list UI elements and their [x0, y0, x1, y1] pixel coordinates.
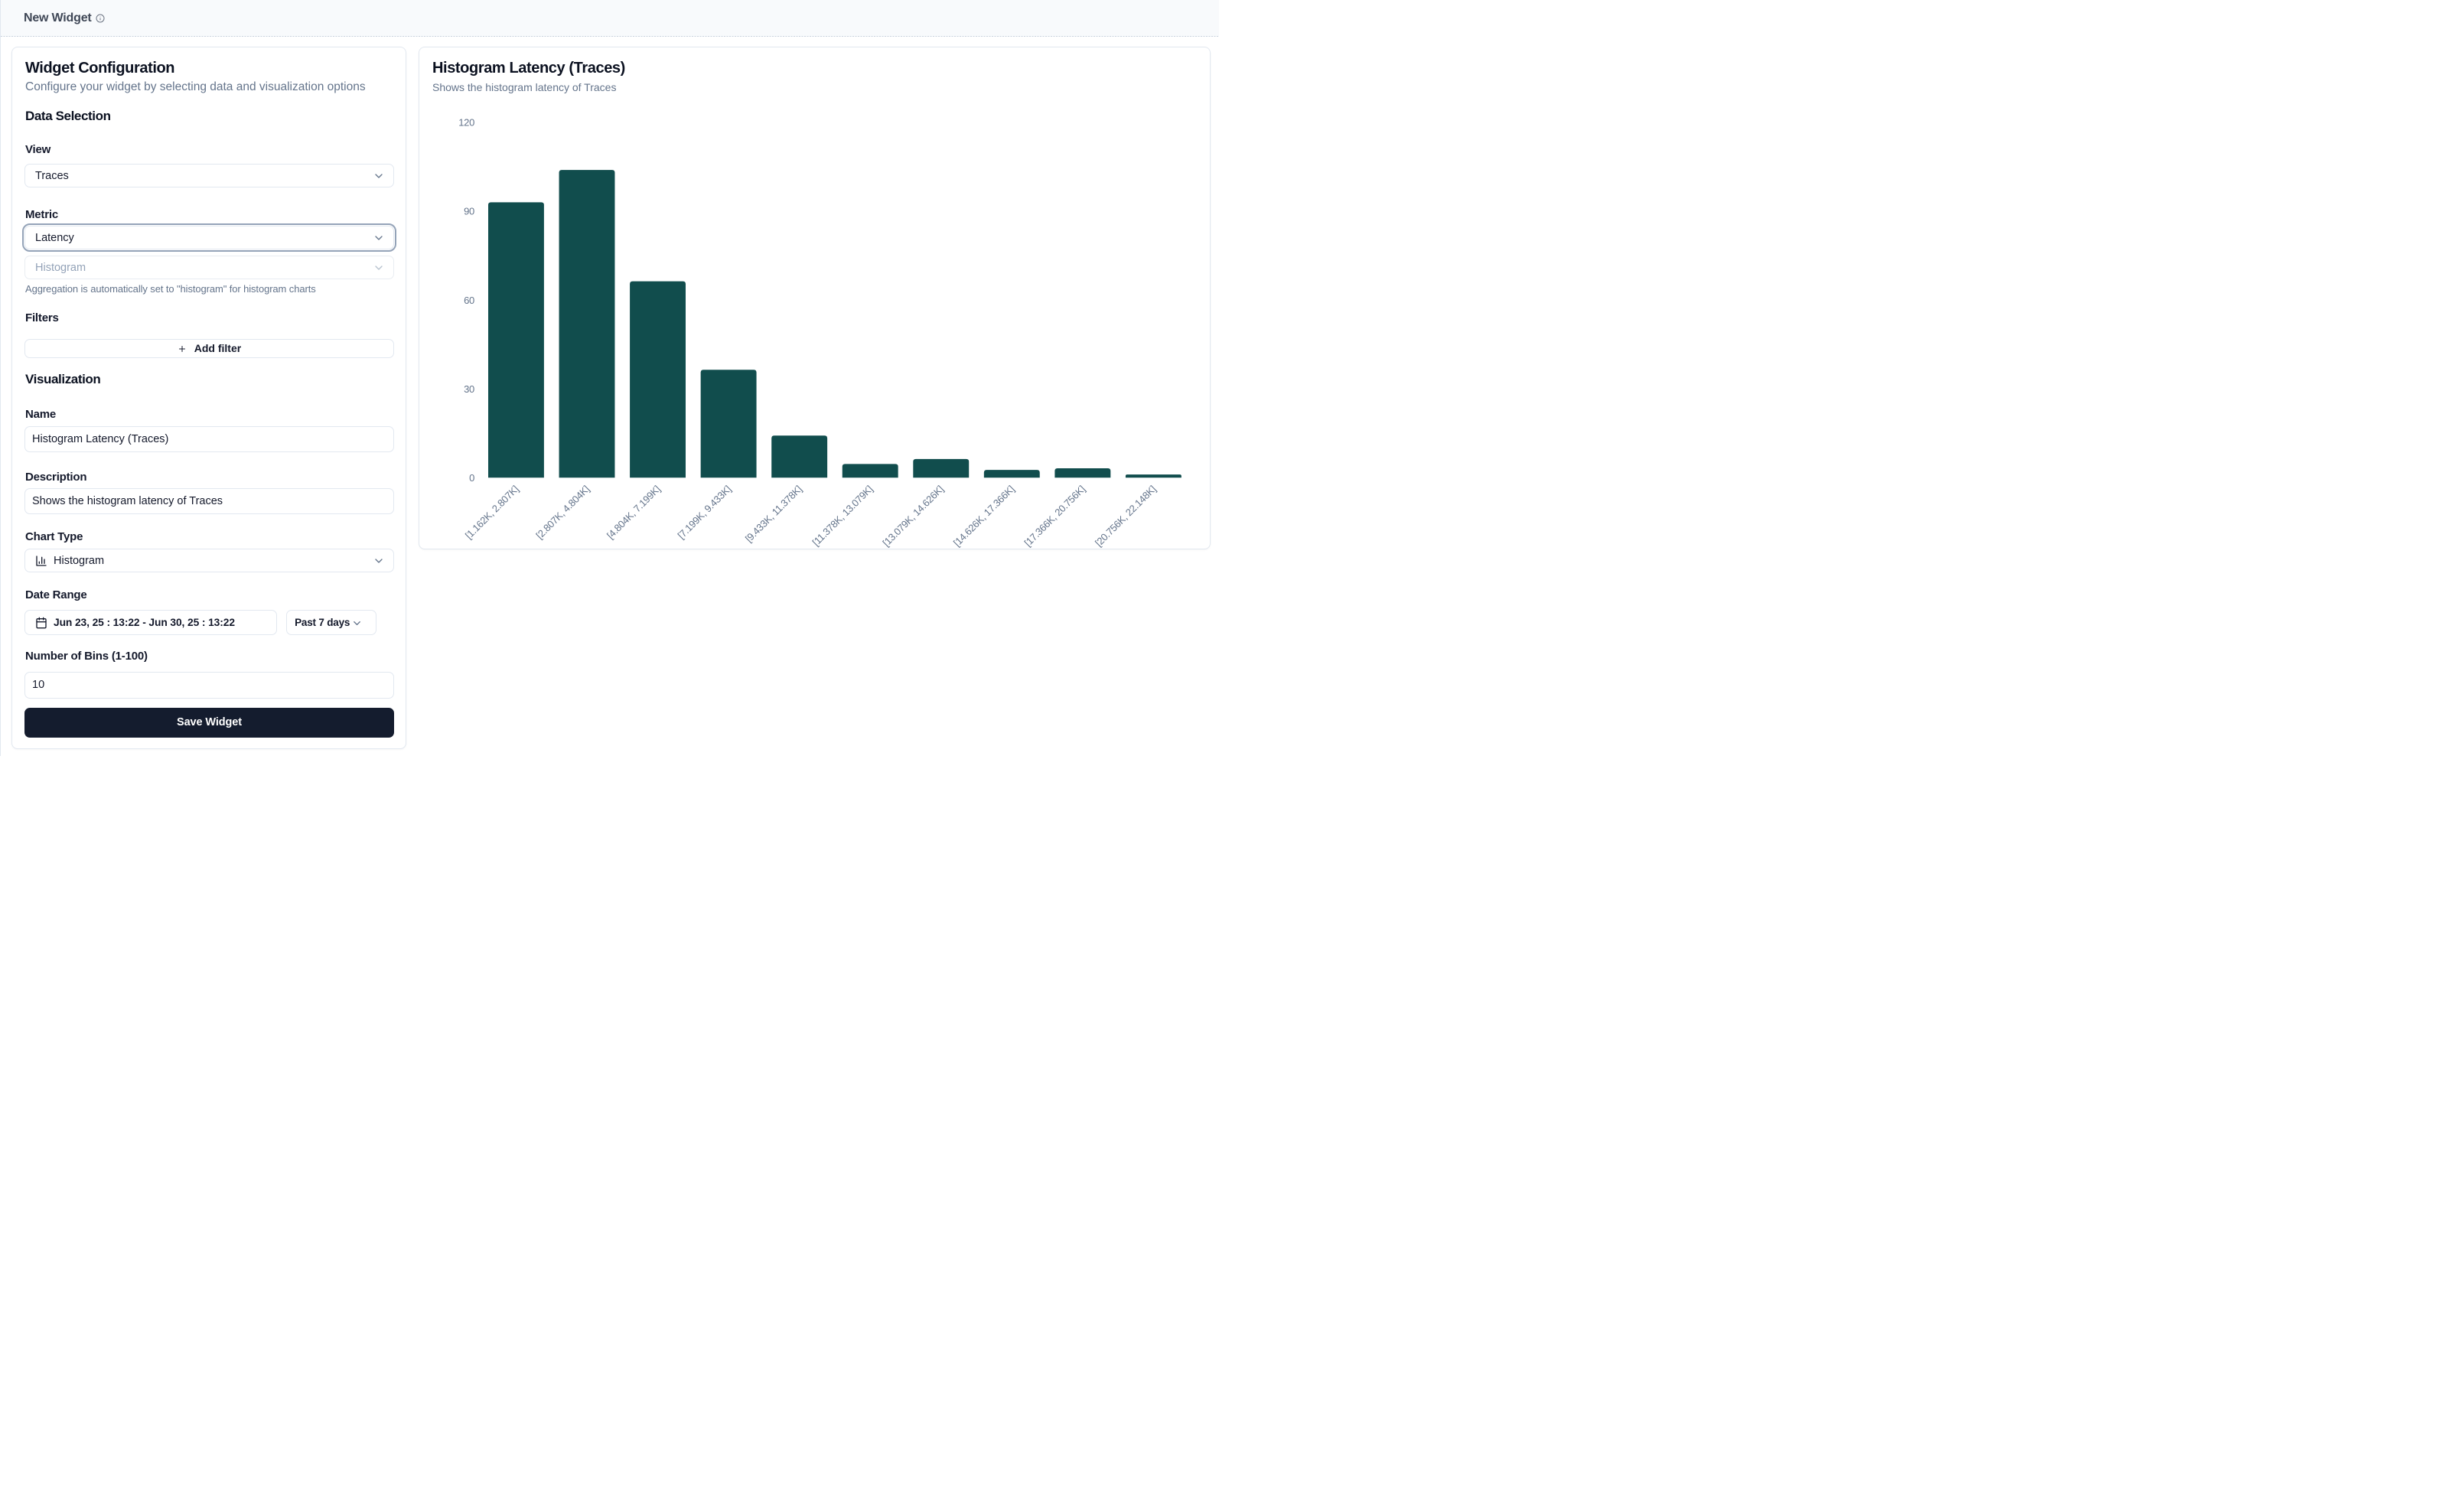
svg-text:[13.079K, 14.626K]: [13.079K, 14.626K] [880, 484, 946, 549]
svg-text:120: 120 [458, 116, 474, 128]
svg-text:[9.433K, 11.378K]: [9.433K, 11.378K] [743, 484, 804, 545]
svg-text:60: 60 [464, 295, 474, 306]
svg-text:[1.162K, 2.807K]: [1.162K, 2.807K] [463, 484, 521, 542]
svg-text:[14.626K, 17.366K]: [14.626K, 17.366K] [951, 484, 1017, 549]
svg-text:[11.378K, 13.079K]: [11.378K, 13.079K] [810, 484, 875, 549]
svg-text:0: 0 [469, 472, 474, 484]
svg-text:[2.807K, 4.804K]: [2.807K, 4.804K] [533, 484, 592, 542]
svg-text:90: 90 [464, 206, 474, 217]
svg-text:[7.199K, 9.433K]: [7.199K, 9.433K] [676, 484, 734, 542]
svg-text:[17.366K, 20.756K]: [17.366K, 20.756K] [1022, 484, 1087, 549]
svg-text:[20.756K, 22.148K]: [20.756K, 22.148K] [1093, 484, 1159, 549]
svg-text:[4.804K, 7.199K]: [4.804K, 7.199K] [605, 484, 663, 542]
svg-text:30: 30 [464, 383, 474, 395]
